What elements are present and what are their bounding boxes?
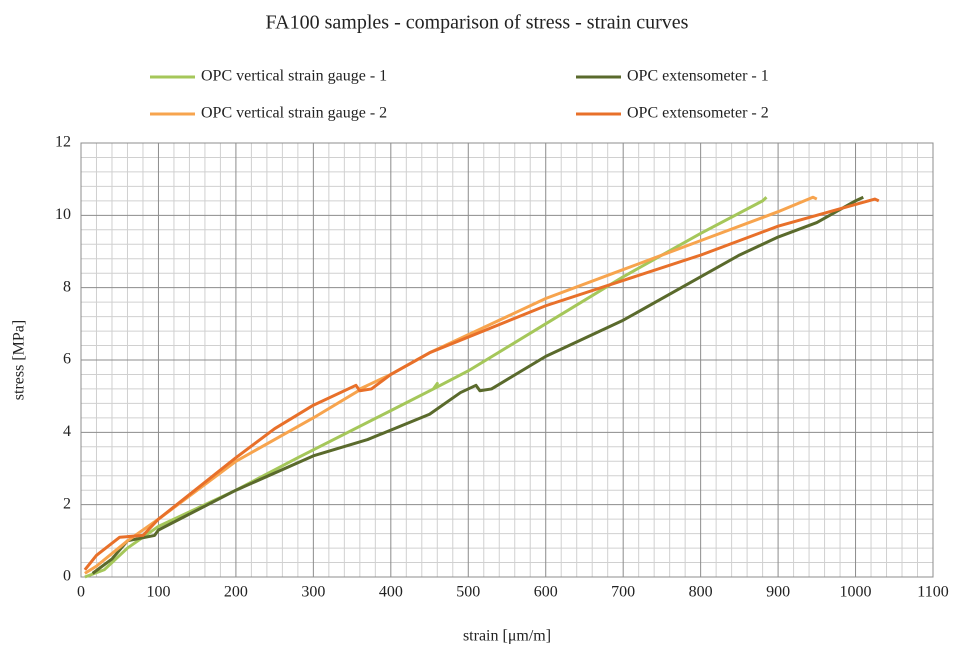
y-tick-label: 10 <box>55 206 71 223</box>
x-tick-label: 500 <box>456 584 480 601</box>
y-axis-label: stress [MPa] <box>11 320 28 400</box>
x-tick-label: 600 <box>534 584 558 601</box>
x-tick-label: 1000 <box>840 584 872 601</box>
y-tick-label: 2 <box>63 495 71 512</box>
series-line <box>91 195 864 575</box>
x-axis-label: strain [μm/m] <box>463 628 551 645</box>
chart-title: FA100 samples - comparison of stress - s… <box>266 12 689 34</box>
x-tick-label: 900 <box>766 584 790 601</box>
y-tick-label: 6 <box>63 351 71 368</box>
y-tick-label: 0 <box>63 568 71 585</box>
y-tick-label: 8 <box>63 278 71 295</box>
x-tick-label: 300 <box>301 584 325 601</box>
series-line <box>83 197 880 571</box>
x-tick-label: 200 <box>224 584 248 601</box>
legend-label: OPC extensometer - 2 <box>627 105 769 122</box>
series-line <box>84 195 818 575</box>
plot-frame <box>80 142 934 578</box>
y-tick-label: 12 <box>55 134 71 151</box>
x-tick-label: 700 <box>611 584 635 601</box>
x-tick-label: 0 <box>77 584 85 601</box>
x-tick-label: 100 <box>146 584 170 601</box>
y-tick-label: 4 <box>63 423 71 440</box>
legend-label: OPC vertical strain gauge - 1 <box>201 68 387 85</box>
legend-label: OPC vertical strain gauge - 2 <box>201 105 387 122</box>
legend-label: OPC extensometer - 1 <box>627 68 769 85</box>
x-tick-label: 800 <box>689 584 713 601</box>
x-tick-label: 1100 <box>917 584 948 601</box>
x-tick-label: 400 <box>379 584 403 601</box>
